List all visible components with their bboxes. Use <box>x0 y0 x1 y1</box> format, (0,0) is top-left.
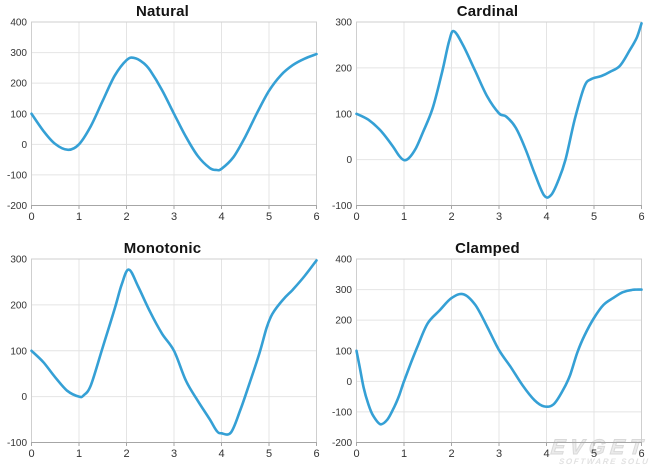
cardinal-spline-curve <box>355 22 643 199</box>
y-tick-label: 200 <box>10 300 27 311</box>
chart-panel-natural: Natural 0 1 2 3 4 5 6 400 300 200 100 0 -100 -200 <box>0 0 325 237</box>
x-tick-label: 6 <box>638 448 644 460</box>
chart-title-cardinal: Cardinal <box>456 3 519 20</box>
chart-title-clamped: Clamped <box>455 240 520 257</box>
y-tick-label: 100 <box>10 346 27 357</box>
y-tick-label: 100 <box>335 109 352 120</box>
x-tick-label: 4 <box>218 211 224 223</box>
chart-title-monotonic: Monotonic <box>123 240 202 257</box>
x-tick-label: 2 <box>448 211 454 223</box>
chart-panel-clamped: Clamped 0 1 2 3 4 5 6 400 300 200 100 0 -100 -200 <box>325 237 650 474</box>
chart-title-natural: Natural <box>135 3 190 20</box>
x-tick-label: 3 <box>171 448 177 460</box>
x-tick-label: 1 <box>76 448 82 460</box>
y-tick-label: 300 <box>10 48 27 59</box>
y-tick-label: 0 <box>21 140 27 151</box>
y-tick-label: 200 <box>335 316 352 327</box>
x-tick-label: 5 <box>591 448 597 460</box>
chart-panel-monotonic: Monotonic 0 1 2 3 4 5 6 300 200 100 0 -100 <box>0 237 325 474</box>
x-tick-label: 4 <box>543 211 549 223</box>
x-tick-label: 0 <box>28 448 34 460</box>
y-tick-label: -100 <box>7 438 27 449</box>
x-tick-label: 3 <box>496 211 502 223</box>
natural-plot: 0 1 2 3 4 5 6 400 300 200 100 0 -100 -200 <box>7 18 320 224</box>
y-tick-label: 300 <box>335 18 352 29</box>
x-tick-label: 1 <box>401 211 407 223</box>
y-tick-label: -100 <box>332 201 352 212</box>
x-tick-label: 5 <box>266 448 272 460</box>
x-tick-label: 4 <box>543 448 549 460</box>
chart-panel-cardinal: Cardinal 0 1 2 3 4 5 6 300 200 100 0 -100 <box>325 0 650 237</box>
x-tick-label: 4 <box>218 448 224 460</box>
x-tick-label: 5 <box>266 211 272 223</box>
y-tick-label: 300 <box>10 255 27 266</box>
x-tick-label: 0 <box>28 211 34 223</box>
y-tick-label: -100 <box>7 170 27 181</box>
x-tick-label: 3 <box>171 211 177 223</box>
x-tick-label: 5 <box>591 211 597 223</box>
x-tick-label: 1 <box>76 211 82 223</box>
x-tick-label: 2 <box>448 448 454 460</box>
x-tick-label: 6 <box>313 448 319 460</box>
y-tick-label: 0 <box>346 155 352 166</box>
y-tick-label: 200 <box>335 63 352 74</box>
y-tick-label: 300 <box>335 285 352 296</box>
x-tick-label: 1 <box>401 448 407 460</box>
y-tick-label: -100 <box>332 407 352 418</box>
clamped-plot: 0 1 2 3 4 5 6 400 300 200 100 0 -100 -200 <box>332 255 645 461</box>
x-tick-label: 3 <box>496 448 502 460</box>
natural-spline-curve <box>30 52 318 172</box>
x-tick-label: 6 <box>313 211 319 223</box>
y-tick-label: 400 <box>10 18 27 29</box>
x-tick-label: 0 <box>353 448 359 460</box>
x-tick-label: 2 <box>123 448 129 460</box>
y-tick-label: 100 <box>335 346 352 357</box>
y-tick-label: 200 <box>10 79 27 90</box>
monotonic-spline-curve <box>30 259 318 436</box>
y-tick-label: -200 <box>332 438 352 449</box>
y-tick-label: 400 <box>335 255 352 266</box>
y-tick-label: 0 <box>346 377 352 388</box>
y-tick-label: -200 <box>7 201 27 212</box>
x-tick-label: 6 <box>638 211 644 223</box>
clamped-spline-curve <box>355 288 643 426</box>
x-tick-label: 0 <box>353 211 359 223</box>
y-tick-label: 100 <box>10 109 27 120</box>
x-tick-label: 2 <box>123 211 129 223</box>
y-tick-label: 0 <box>21 392 27 403</box>
